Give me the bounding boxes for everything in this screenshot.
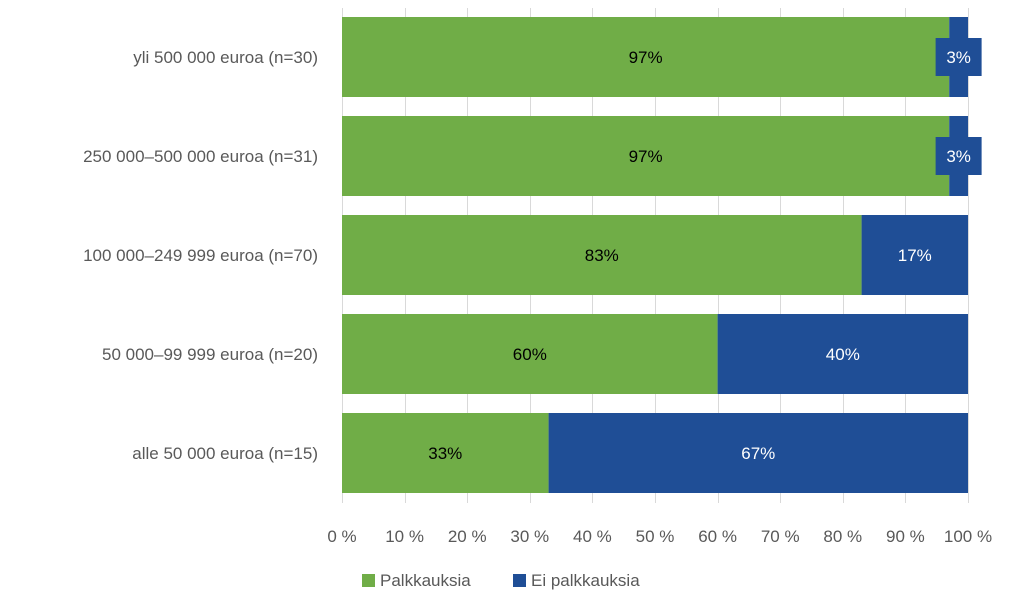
x-tick-label: 40 % xyxy=(573,527,612,546)
data-label: 3% xyxy=(946,147,971,166)
bar-segment-palkkauksia xyxy=(342,413,549,493)
data-label: 33% xyxy=(428,444,462,463)
bars xyxy=(342,17,968,493)
category-label: 250 000–500 000 euroa (n=31) xyxy=(83,147,318,166)
data-label: 60% xyxy=(513,345,547,364)
data-label: 97% xyxy=(629,48,663,67)
legend-label: Ei palkkauksia xyxy=(531,571,640,590)
x-tick-label: 90 % xyxy=(886,527,925,546)
x-tick-label: 10 % xyxy=(385,527,424,546)
category-label: yli 500 000 euroa (n=30) xyxy=(133,48,318,67)
bar-segment-palkkauksia xyxy=(342,17,950,97)
bar-segment-ei-palkkauksia xyxy=(861,215,968,295)
bar-segment-palkkauksia xyxy=(342,215,862,295)
data-label: 3% xyxy=(946,48,971,67)
x-tick-label: 0 % xyxy=(327,527,356,546)
data-label: 97% xyxy=(629,147,663,166)
x-tick-label: 50 % xyxy=(636,527,675,546)
x-tick-label: 30 % xyxy=(510,527,549,546)
data-label-box xyxy=(935,38,982,76)
bar-segment-palkkauksia xyxy=(342,314,718,394)
data-label: 40% xyxy=(826,345,860,364)
x-tick-label: 80 % xyxy=(823,527,862,546)
x-tick-label: 70 % xyxy=(761,527,800,546)
legend-swatch xyxy=(513,574,526,587)
x-axis-tick-labels: 0 % 10 % 20 % 30 % 40 % 50 % 60 % 70 % 80 % 90 % 1… xyxy=(327,527,992,546)
data-label: 17% xyxy=(898,246,932,265)
legend-swatch xyxy=(362,574,375,587)
x-tick-label: 100 % xyxy=(944,527,992,546)
legend-label: Palkkauksia xyxy=(380,571,471,590)
data-label: 67% xyxy=(741,444,775,463)
category-label: alle 50 000 euroa (n=15) xyxy=(132,444,318,463)
legend: Palkkauksia Ei palkkauksia xyxy=(362,571,640,590)
bar-segment-palkkauksia xyxy=(342,116,950,196)
category-label: 50 000–99 999 euroa (n=20) xyxy=(102,345,318,364)
bar-segment-ei-palkkauksia xyxy=(548,413,968,493)
x-tick-label: 20 % xyxy=(448,527,487,546)
bar-segment-ei-palkkauksia xyxy=(717,314,968,394)
x-tick-label: 60 % xyxy=(698,527,737,546)
data-labels: 97% 3% 97% 3% 83% 17% 60% 40% 33% 67% xyxy=(428,38,982,463)
category-labels: yli 500 000 euroa (n=30) 250 000–500 000 … xyxy=(83,48,318,463)
data-label: 83% xyxy=(585,246,619,265)
data-label-box xyxy=(935,137,982,175)
category-label: 100 000–249 999 euroa (n=70) xyxy=(83,246,318,265)
